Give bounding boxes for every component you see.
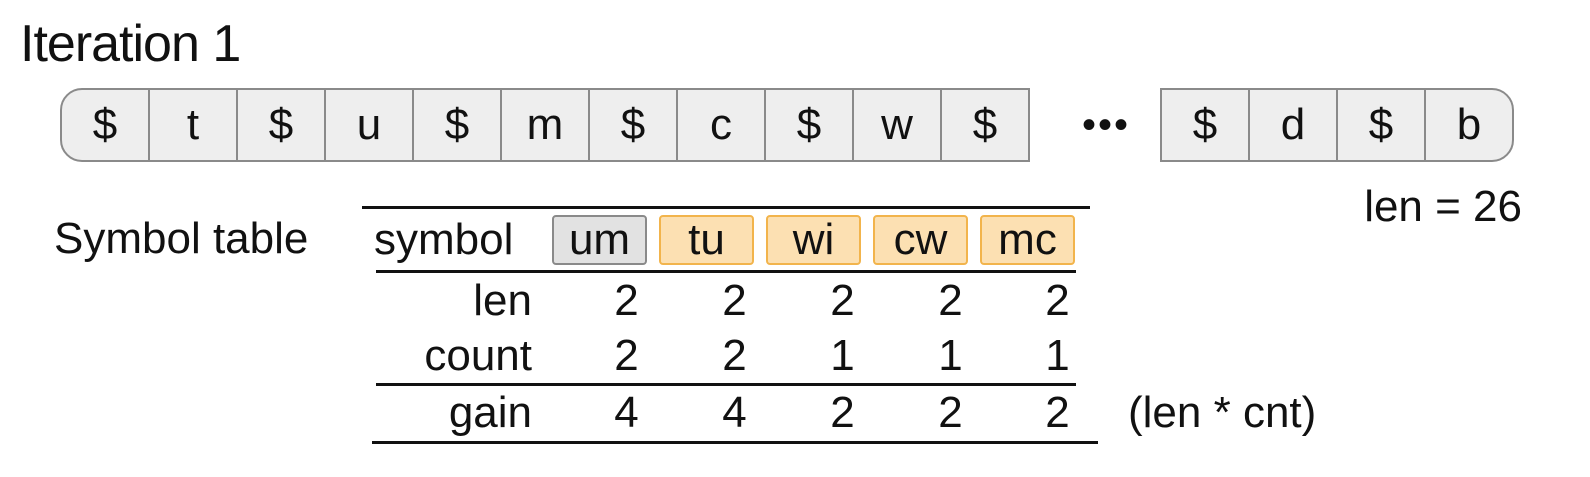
- sequence-ellipsis: •••: [1081, 102, 1130, 147]
- sequence-cell: b: [1424, 88, 1514, 162]
- sequence-cell: $: [764, 88, 854, 162]
- table-cell: 2: [722, 276, 747, 325]
- table-cell: 1: [938, 331, 963, 380]
- table-bottom-rule: [372, 441, 1098, 444]
- row-label-gain: gain: [448, 388, 532, 437]
- sequence-cell: $: [940, 88, 1030, 162]
- table-cell: 2: [830, 276, 855, 325]
- table-cell: 2: [830, 388, 855, 437]
- table-cell: 1: [830, 331, 855, 380]
- sequence-cell: m: [500, 88, 590, 162]
- table-cell: 1: [1045, 331, 1070, 380]
- table-cell: 2: [614, 331, 639, 380]
- table-cell: 2: [1045, 276, 1070, 325]
- symbol-table-label: Symbol table: [54, 214, 309, 263]
- table-gain-rule: [376, 383, 1076, 386]
- row-label-count: count: [424, 331, 532, 380]
- sequence-cell: c: [676, 88, 766, 162]
- table-cell: 2: [614, 276, 639, 325]
- symbol-chip-cw: cw: [873, 215, 968, 265]
- table-cell: 2: [938, 388, 963, 437]
- sequence-strip-right: $ d $ b: [1160, 88, 1514, 162]
- sequence-length-label: len = 26: [1364, 182, 1522, 231]
- table-cell: 4: [722, 388, 747, 437]
- symbol-chip-tu: tu: [659, 215, 754, 265]
- sequence-cell: $: [236, 88, 326, 162]
- table-cell: 2: [722, 331, 747, 380]
- sequence-cell: t: [148, 88, 238, 162]
- sequence-cell: w: [852, 88, 942, 162]
- table-cell: 2: [938, 276, 963, 325]
- sequence-cell: $: [1160, 88, 1250, 162]
- symbol-chip-mc: mc: [980, 215, 1075, 265]
- table-cell: 4: [614, 388, 639, 437]
- sequence-cell: $: [588, 88, 678, 162]
- table-cell: 2: [1045, 388, 1070, 437]
- sequence-strip-left: $ t $ u $ m $ c $ w $: [60, 88, 1030, 162]
- sequence-cell: $: [1336, 88, 1426, 162]
- symbol-chip-wi: wi: [766, 215, 861, 265]
- table-top-rule: [362, 206, 1090, 209]
- gain-formula-note: (len * cnt): [1128, 388, 1317, 437]
- sequence-cell: $: [412, 88, 502, 162]
- sequence-cell: u: [324, 88, 414, 162]
- symbol-chip-um: um: [552, 215, 647, 265]
- iteration-title: Iteration 1: [20, 15, 241, 73]
- symbol-header-label: symbol: [374, 215, 514, 264]
- sequence-cell: d: [1248, 88, 1338, 162]
- row-label-len: len: [473, 276, 532, 325]
- table-header-rule: [376, 270, 1076, 273]
- sequence-cell: $: [60, 88, 150, 162]
